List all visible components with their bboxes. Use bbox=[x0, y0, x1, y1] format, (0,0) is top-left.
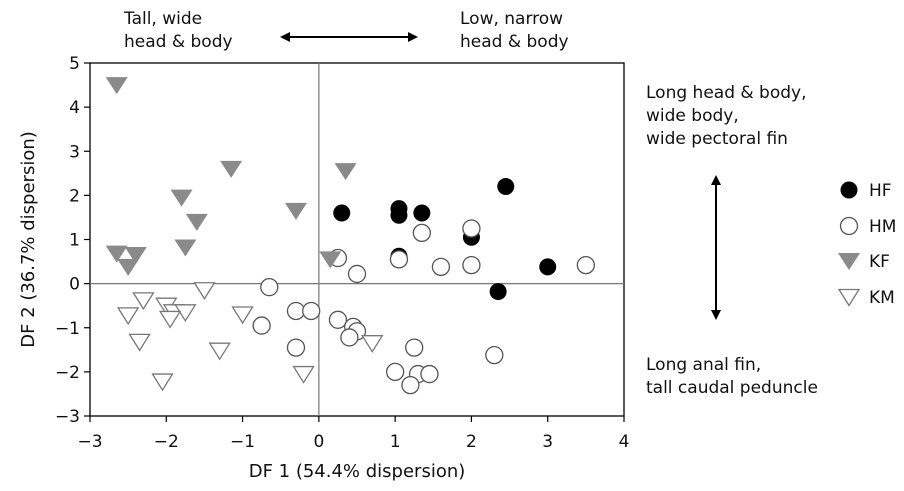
series-hf bbox=[333, 178, 557, 301]
point-hm bbox=[420, 364, 439, 384]
point-km bbox=[158, 310, 182, 329]
legend-label-hm: HM bbox=[869, 217, 896, 237]
point-km bbox=[151, 373, 174, 392]
y-tick-label: 0 bbox=[69, 275, 80, 295]
legend: HF HM KF KM bbox=[837, 181, 896, 308]
point-kf bbox=[170, 189, 193, 207]
x-tick-label: 4 bbox=[619, 432, 630, 452]
legend-marker-kf bbox=[838, 253, 860, 270]
point-km bbox=[361, 335, 384, 353]
point-hf bbox=[539, 258, 557, 276]
axes: −3 −2 −1 0 1 2 3 4 5 4 3 2 1 0 −1 −2 −3 DF 1 (54.4% dispe… bbox=[18, 54, 629, 482]
x-tick-label: 2 bbox=[466, 432, 477, 452]
point-hm bbox=[431, 257, 451, 277]
point-hm bbox=[260, 278, 279, 297]
point-hm bbox=[385, 362, 405, 382]
point-kf bbox=[220, 160, 243, 178]
x-tick-label: 1 bbox=[390, 432, 401, 452]
x-tick-label: −2 bbox=[154, 432, 179, 452]
point-kf bbox=[124, 246, 147, 264]
series-kf bbox=[105, 77, 357, 276]
y-tick-label: −3 bbox=[55, 407, 80, 427]
point-hm bbox=[401, 375, 420, 395]
point-hm bbox=[302, 301, 321, 321]
point-km bbox=[128, 333, 151, 352]
legend-item-hf: HF bbox=[840, 181, 892, 201]
y-tick-label: −1 bbox=[55, 319, 80, 339]
y-tick-label: −2 bbox=[55, 363, 80, 383]
data-points bbox=[105, 77, 596, 395]
legend-label-hf: HF bbox=[869, 181, 892, 201]
point-hm bbox=[389, 250, 409, 269]
legend-label-km: KM bbox=[869, 288, 895, 308]
point-km bbox=[193, 282, 216, 300]
point-hm bbox=[462, 255, 481, 275]
y-tick-label: 5 bbox=[69, 54, 80, 74]
y-tick-label: 1 bbox=[69, 231, 80, 251]
point-hm bbox=[462, 219, 481, 238]
point-hm bbox=[286, 301, 306, 321]
annotation-long-head-body: Long head & body, wide body, wide pector… bbox=[646, 83, 807, 149]
point-hm bbox=[405, 338, 424, 357]
legend-item-hm: HM bbox=[839, 216, 896, 237]
point-kf bbox=[174, 239, 197, 257]
point-kf bbox=[105, 77, 128, 95]
legend-label-kf: KF bbox=[869, 252, 890, 272]
point-hf bbox=[497, 178, 515, 196]
point-km bbox=[208, 342, 231, 361]
point-hf bbox=[489, 283, 507, 301]
point-km bbox=[132, 292, 155, 311]
point-km bbox=[231, 306, 254, 325]
x-tick-label: 3 bbox=[542, 432, 553, 452]
x-tick-label: −3 bbox=[77, 432, 102, 452]
legend-item-km: KM bbox=[837, 288, 895, 308]
point-hf bbox=[413, 204, 431, 222]
point-hm bbox=[252, 316, 271, 335]
point-hm bbox=[328, 310, 348, 329]
point-kf bbox=[105, 245, 128, 263]
point-hm bbox=[412, 223, 431, 243]
point-hm bbox=[576, 255, 596, 275]
point-kf bbox=[334, 163, 357, 181]
legend-marker-hm bbox=[839, 216, 859, 236]
y-tick-label: 2 bbox=[69, 186, 80, 206]
point-hm bbox=[485, 345, 504, 365]
point-hm bbox=[340, 328, 359, 347]
point-km bbox=[174, 304, 197, 323]
x-tick-label: 0 bbox=[313, 432, 324, 452]
series-km bbox=[116, 282, 384, 392]
point-kf bbox=[319, 251, 342, 269]
plot-frame bbox=[89, 62, 625, 417]
point-kf bbox=[117, 258, 140, 276]
legend-marker-hf bbox=[840, 181, 858, 199]
legend-item-kf: KF bbox=[838, 252, 890, 272]
point-hm bbox=[286, 338, 306, 357]
annotation-tall-wide: Tall, wide head & body bbox=[124, 9, 233, 52]
point-hf bbox=[390, 206, 408, 224]
point-hf bbox=[333, 204, 351, 222]
legend-marker-km bbox=[837, 288, 861, 307]
y-axis-title: DF 2 (36.7% dispersion) bbox=[18, 131, 39, 348]
point-kf bbox=[284, 202, 307, 220]
y-tick-label: 3 bbox=[69, 142, 80, 162]
point-hm bbox=[347, 264, 367, 284]
x-tick-label: −1 bbox=[230, 432, 255, 452]
x-axis-title: DF 1 (54.4% dispersion) bbox=[249, 461, 466, 482]
annotation-low-narrow: Low, narrow head & body bbox=[460, 9, 569, 52]
point-km bbox=[292, 365, 315, 384]
y-tick-label: 4 bbox=[69, 98, 80, 118]
point-kf bbox=[185, 213, 208, 231]
annotation-long-anal-fin: Long anal fin, tall caudal peduncle bbox=[646, 355, 818, 398]
point-km bbox=[116, 307, 140, 326]
